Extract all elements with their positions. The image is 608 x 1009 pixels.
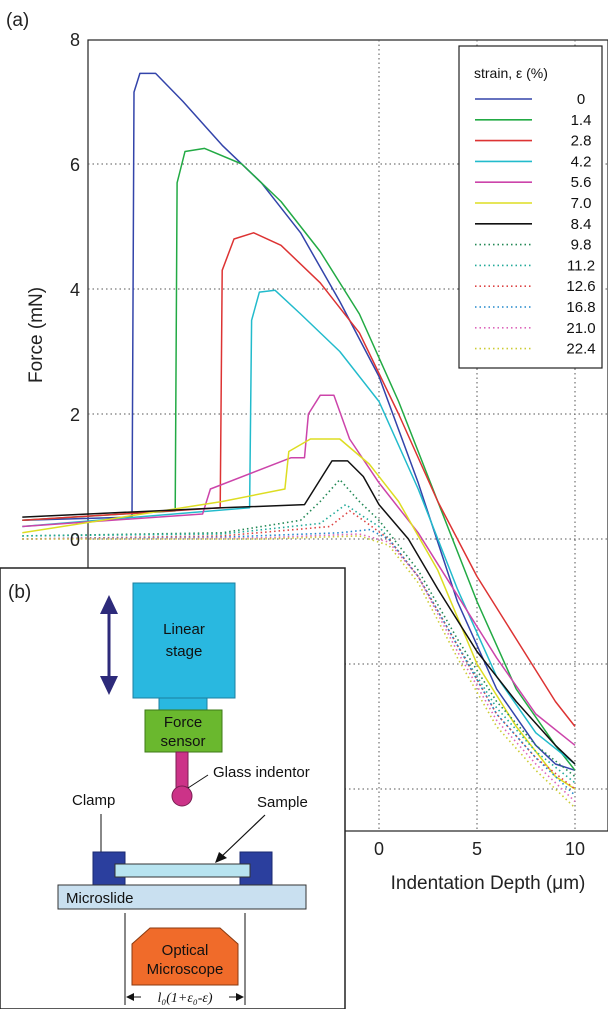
dimension-arrow-left-icon xyxy=(126,993,134,1001)
optical-microscope-label-line1: Optical xyxy=(162,942,209,959)
sample-label: Sample xyxy=(257,794,308,811)
linear-stage-label-line1: Linear xyxy=(163,621,205,638)
force-sensor-label-line1: Force xyxy=(164,714,202,731)
force-sensor-label-line2: sensor xyxy=(160,733,205,750)
legend-entry-label: 16.8 xyxy=(566,299,595,316)
legend-entry-label: 22.4 xyxy=(566,341,595,358)
optical-microscope-label-line2: Microscope xyxy=(147,961,224,978)
stage-connector xyxy=(158,697,208,711)
legend-entry-label: 5.6 xyxy=(571,174,592,191)
legend-entry-label: 9.8 xyxy=(571,237,592,254)
x-tick-label: 5 xyxy=(472,839,482,859)
x-tick-label: 0 xyxy=(374,839,384,859)
panel-b-label: (b) xyxy=(8,582,31,603)
legend-entry-label: 11.2 xyxy=(567,257,595,274)
legend-items: 0 1.4 2.8 4.2 5.6 7.0 8.4 9.8 11.2 12.6 16.8 21.0 22… xyxy=(475,91,596,358)
microslide-label: Microslide xyxy=(66,890,134,907)
linear-stage xyxy=(132,582,236,699)
series-line-1.4 xyxy=(22,147,576,771)
y-tick-label: 8 xyxy=(70,30,80,50)
legend-entry-label: 1.4 xyxy=(571,112,592,129)
y-tick-label: 6 xyxy=(70,155,80,175)
double-arrow-icon xyxy=(100,595,118,695)
force-sensor xyxy=(144,709,223,753)
sample-arrow-head-icon xyxy=(215,852,227,863)
series-line-0 xyxy=(22,72,576,772)
series-line-8.4 xyxy=(22,460,576,765)
legend-entry-label: 4.2 xyxy=(571,153,592,170)
series-line-11.2 xyxy=(22,503,576,784)
series-line-2.8 xyxy=(22,232,576,727)
microslide xyxy=(57,884,307,910)
y-axis-label: Force (mN) xyxy=(26,287,47,383)
legend-title: strain, ε (%) xyxy=(474,65,548,81)
sample-strip xyxy=(114,863,251,878)
optical-microscope xyxy=(131,927,239,986)
indentor-leader-line xyxy=(187,774,209,789)
legend-entry-label: 8.4 xyxy=(571,216,592,233)
series-line-5.6 xyxy=(22,394,576,746)
legend-entry-label: 12.6 xyxy=(566,278,595,295)
inset-diagram: (b) Linear stage Force sensor Glass inde… xyxy=(0,567,346,1009)
dimension-arrow-right-icon xyxy=(236,993,244,1001)
legend-entry-label: 21.0 xyxy=(566,320,595,337)
x-tick-label: 10 xyxy=(565,839,585,859)
glass-indentor-label: Glass indentor xyxy=(213,764,310,781)
legend: strain, ε (%) 0 1.4 2.8 4.2 5.6 7.0 8.4 9.8 11.2… xyxy=(458,45,603,369)
y-tick-label: 0 xyxy=(70,530,80,550)
legend-entry-label: 7.0 xyxy=(571,195,592,212)
series-layer xyxy=(22,72,576,809)
series-line-9.8 xyxy=(22,478,576,778)
legend-entry-label: 0 xyxy=(577,91,585,108)
y-tick-label: 4 xyxy=(70,280,80,300)
tick-labels: 0 2 4 6 8 0 5 10 xyxy=(70,30,585,859)
series-line-16.8 xyxy=(22,528,576,796)
panel-a-label: (a) xyxy=(6,10,29,31)
linear-stage-label-line2: stage xyxy=(166,643,203,660)
indentor-tip xyxy=(171,785,193,807)
y-tick-label: 2 xyxy=(70,405,80,425)
x-axis-label: Indentation Depth (μm) xyxy=(391,873,586,894)
clamp-label: Clamp xyxy=(72,792,115,809)
formula-label: l₀(1+ε₀-ε) xyxy=(157,991,212,1006)
sample-arrow-line xyxy=(219,814,266,859)
series-line-7.0 xyxy=(22,438,576,790)
legend-entry-label: 2.8 xyxy=(571,133,592,150)
